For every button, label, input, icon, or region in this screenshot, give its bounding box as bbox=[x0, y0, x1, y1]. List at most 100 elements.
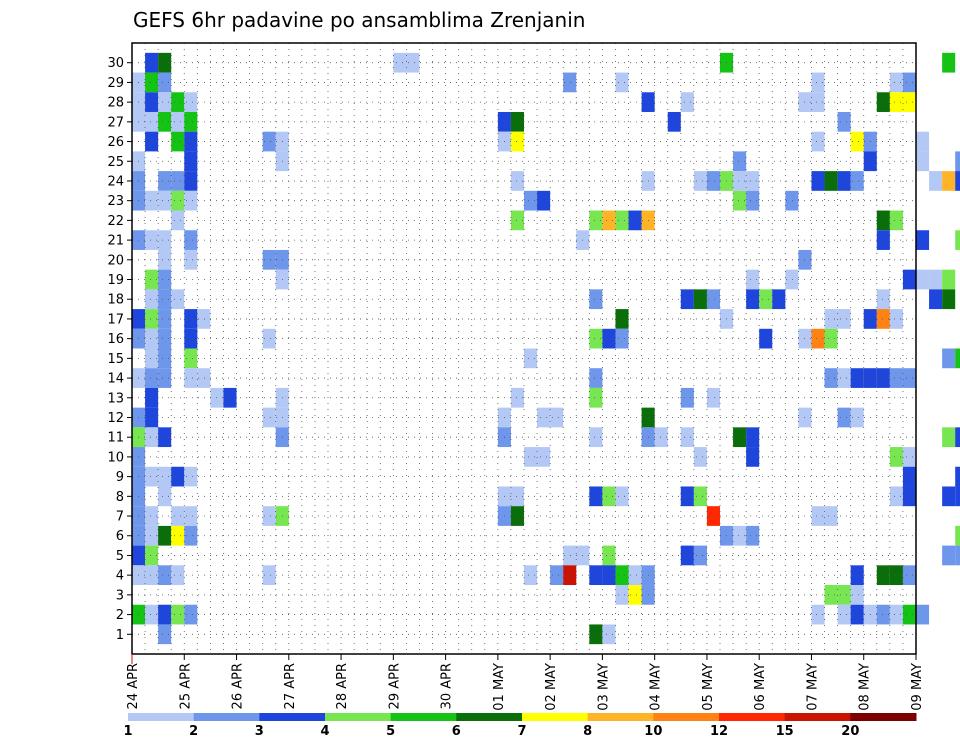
heatmap-cell bbox=[680, 387, 694, 408]
heatmap-cell bbox=[902, 72, 916, 93]
heatmap-cell bbox=[628, 585, 642, 605]
heatmap-cell bbox=[680, 545, 694, 566]
heatmap-cell bbox=[145, 604, 159, 625]
y-tick-label: 13 bbox=[107, 391, 124, 406]
heatmap-cell bbox=[184, 466, 198, 487]
x-tick-label: 30 APR bbox=[440, 663, 455, 709]
heatmap-cell bbox=[955, 427, 960, 448]
heatmap-cell bbox=[850, 368, 864, 388]
heatmap-cell bbox=[615, 309, 629, 329]
heatmap-cell bbox=[158, 111, 172, 132]
heatmap-cell bbox=[262, 565, 276, 586]
heatmap-cell bbox=[145, 387, 159, 408]
heatmap-cell bbox=[929, 269, 943, 290]
heatmap-cell bbox=[785, 190, 799, 211]
heatmap-cell bbox=[916, 131, 930, 152]
heatmap-cell bbox=[746, 190, 760, 211]
y-axis: 1234567891011121314151617181920212223242… bbox=[107, 56, 132, 643]
heatmap-cell bbox=[889, 368, 903, 388]
heatmap-cell bbox=[654, 427, 668, 448]
heatmap-cell bbox=[171, 525, 185, 546]
heatmap-cell bbox=[184, 506, 198, 526]
colorbar-label: 12 bbox=[710, 724, 728, 739]
colorbar: 1 2 3 4 5 6 7 8 10 12 15 20 bbox=[123, 713, 917, 739]
heatmap-cell bbox=[902, 466, 916, 487]
heatmap-cell bbox=[184, 309, 198, 329]
heatmap-cell bbox=[145, 328, 159, 349]
y-tick-label: 15 bbox=[107, 352, 124, 367]
heatmap-cell bbox=[510, 387, 524, 408]
heatmap-cell bbox=[837, 111, 851, 132]
heatmap-cell bbox=[929, 289, 943, 310]
y-tick-label: 9 bbox=[116, 470, 124, 485]
heatmap-cell bbox=[876, 210, 890, 231]
heatmap-cell bbox=[171, 190, 185, 211]
heatmap-cell bbox=[746, 289, 760, 310]
heatmap-cell bbox=[602, 624, 616, 645]
heatmap-cell bbox=[876, 230, 890, 250]
heatmap-cell bbox=[184, 131, 198, 152]
heatmap-cell bbox=[706, 289, 720, 310]
heatmap-cell bbox=[589, 210, 603, 231]
heatmap-cell bbox=[733, 190, 747, 211]
heatmap-cell bbox=[733, 525, 747, 546]
heatmap-cell bbox=[145, 269, 159, 290]
heatmap-cell bbox=[171, 506, 185, 526]
heatmap-cell bbox=[680, 486, 694, 507]
x-tick-label: 02 MAY bbox=[544, 663, 559, 711]
heatmap-cell bbox=[145, 525, 159, 546]
heatmap-cell bbox=[524, 447, 538, 467]
heatmap-cell bbox=[158, 230, 172, 250]
x-tick-label: 27 APR bbox=[283, 663, 298, 709]
y-tick-label: 4 bbox=[116, 569, 124, 584]
heatmap-cell bbox=[824, 171, 838, 191]
colorbar-swatch bbox=[850, 713, 917, 721]
heatmap-cell bbox=[693, 545, 707, 566]
heatmap-cell bbox=[850, 565, 864, 586]
colorbar-label: 2 bbox=[189, 724, 198, 739]
heatmap-cell bbox=[837, 368, 851, 388]
heatmap-cell bbox=[942, 52, 956, 73]
heatmap-cell bbox=[811, 506, 825, 526]
heatmap-cell bbox=[589, 328, 603, 349]
heatmap-cell bbox=[759, 289, 773, 310]
heatmap-cell bbox=[942, 486, 956, 507]
heatmap-cell bbox=[589, 486, 603, 507]
y-tick-label: 10 bbox=[107, 450, 124, 465]
heatmap-cell bbox=[615, 72, 629, 93]
y-tick-label: 17 bbox=[107, 312, 124, 327]
heatmap-cell bbox=[837, 604, 851, 625]
heatmap-cell bbox=[184, 230, 198, 250]
heatmap-cell bbox=[955, 525, 960, 546]
plot-frame bbox=[131, 42, 917, 655]
heatmap-cell bbox=[145, 190, 159, 211]
heatmap-cell bbox=[746, 171, 760, 191]
heatmap-cell bbox=[667, 111, 681, 132]
colorbar-label: 3 bbox=[255, 724, 264, 739]
heatmap-cell bbox=[589, 368, 603, 388]
heatmap-cell bbox=[537, 447, 551, 467]
heatmap-cell bbox=[746, 269, 760, 290]
colorbar-swatch bbox=[587, 713, 654, 721]
heatmap-cell bbox=[824, 309, 838, 329]
y-tick-label: 30 bbox=[107, 56, 124, 71]
heatmap-cell bbox=[171, 210, 185, 231]
heatmap-cell bbox=[824, 506, 838, 526]
heatmap-cell bbox=[916, 230, 930, 250]
heatmap-cell bbox=[184, 92, 198, 112]
colorbar-swatch bbox=[456, 713, 523, 721]
y-tick-label: 28 bbox=[107, 96, 124, 111]
heatmap-cell bbox=[510, 486, 524, 507]
heatmap-cell bbox=[680, 427, 694, 448]
heatmap-cell bbox=[693, 171, 707, 191]
heatmap-cell bbox=[563, 72, 577, 93]
heatmap-cell bbox=[746, 427, 760, 448]
y-tick-label: 2 bbox=[116, 608, 124, 623]
heatmap-cell bbox=[733, 171, 747, 191]
colorbar-swatch bbox=[325, 713, 392, 721]
heatmap-cell bbox=[223, 387, 237, 408]
y-tick-label: 19 bbox=[107, 273, 124, 288]
heatmap-cell bbox=[876, 565, 890, 586]
heatmap-cell bbox=[811, 72, 825, 93]
heatmap-cell bbox=[145, 368, 159, 388]
